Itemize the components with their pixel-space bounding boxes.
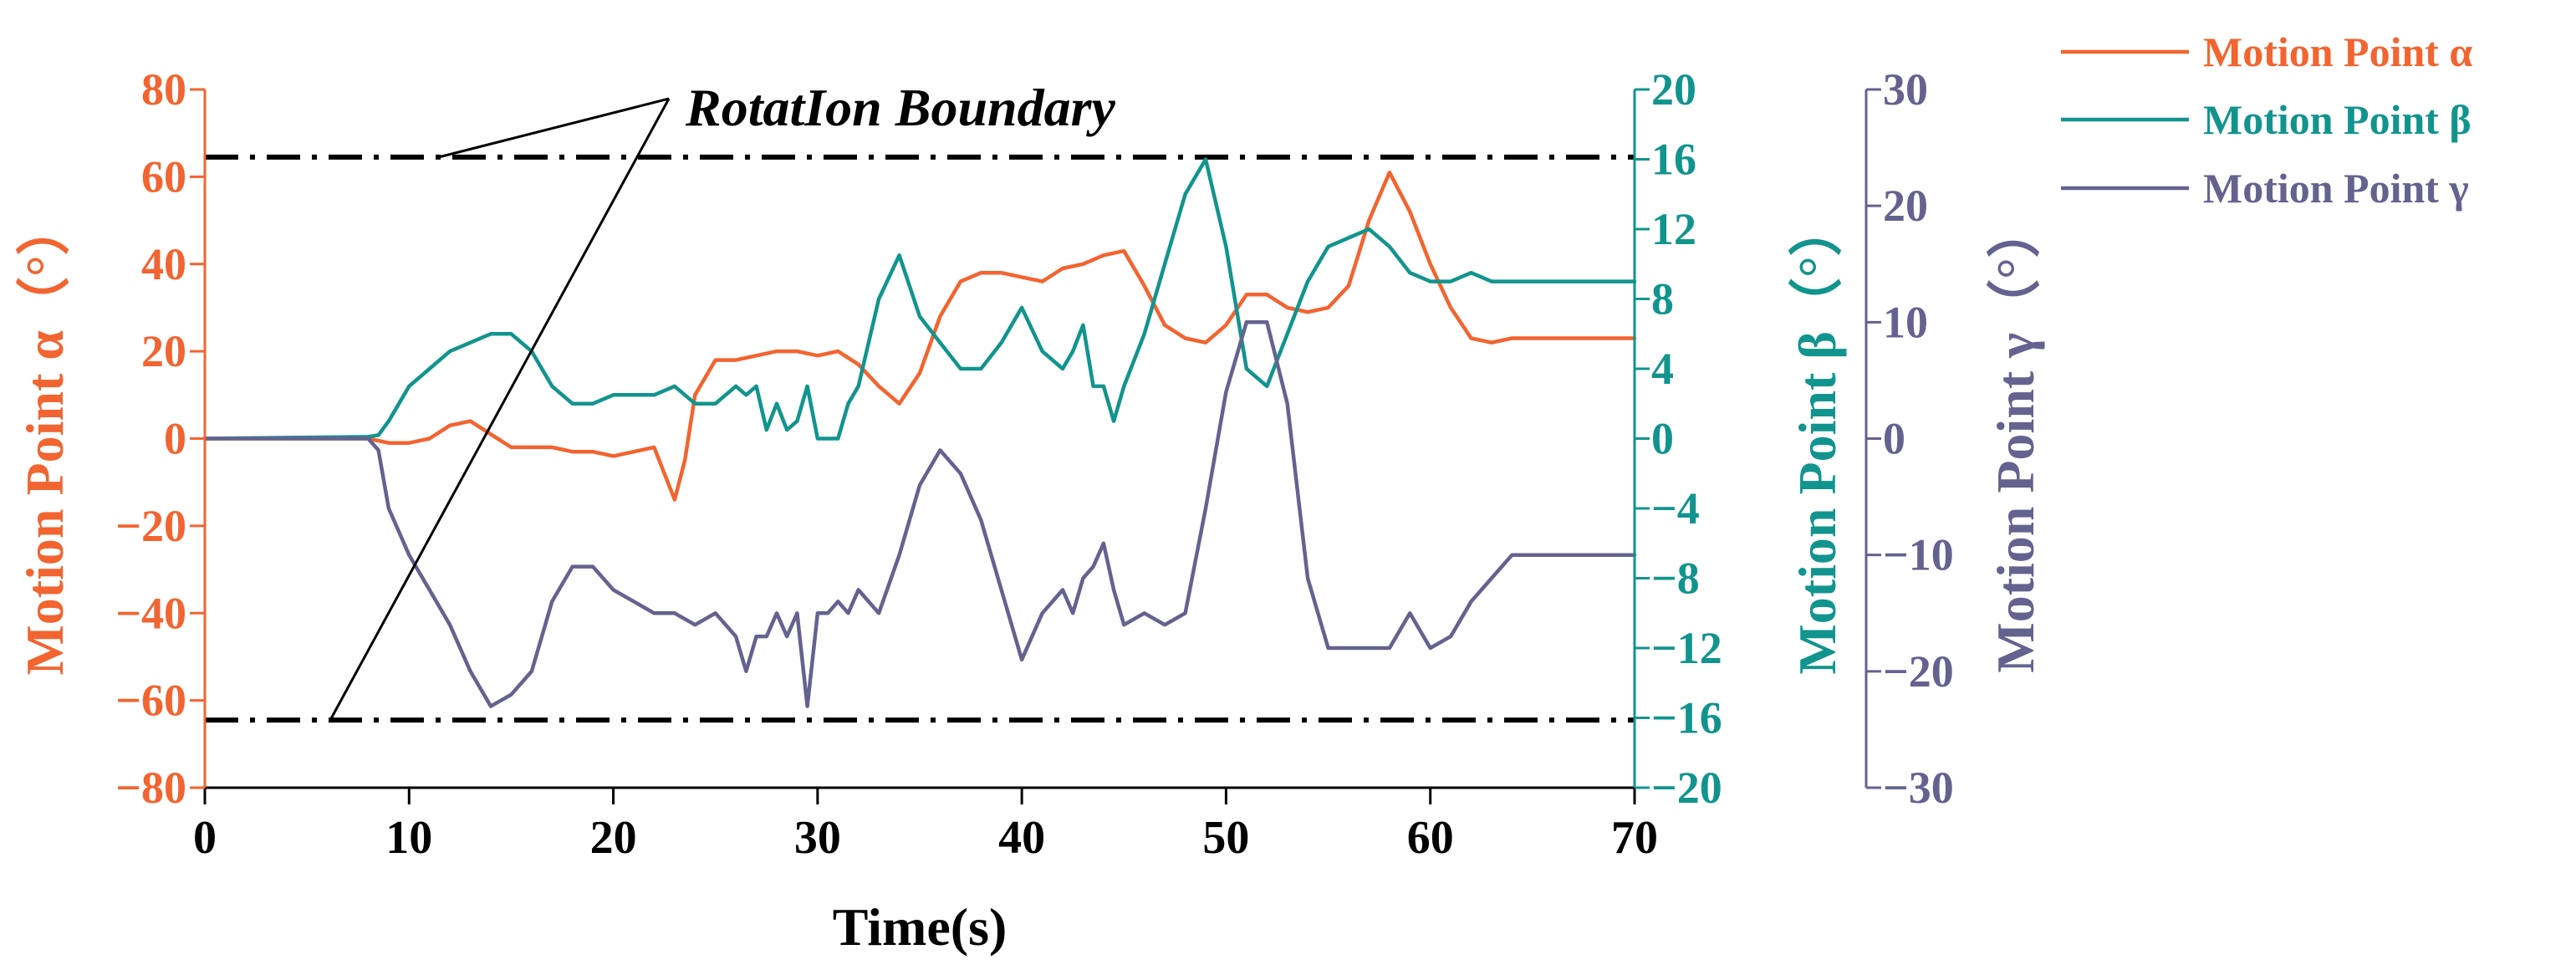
- data-series: [202, 157, 1637, 708]
- annotation-leader-lower: [329, 98, 671, 721]
- y-tick-label-beta: 4: [1651, 344, 1674, 394]
- y-tick-label-alpha: −40: [115, 588, 186, 638]
- y-tick-label-alpha: −80: [115, 763, 186, 813]
- x-tick-label: 10: [385, 812, 432, 864]
- y-tick-label-gamma: −20: [1883, 646, 1954, 697]
- y-tick-label-beta: −16: [1651, 693, 1722, 743]
- y-tick-label-gamma: 10: [1883, 297, 1928, 347]
- y-tick-label-gamma: −30: [1883, 763, 1954, 813]
- x-tick-label: 50: [1202, 812, 1249, 864]
- y-tick-label-beta: 8: [1651, 274, 1674, 324]
- x-tick-label: 20: [590, 812, 637, 864]
- y-axis-title-alpha: Motion Point α（°）: [15, 202, 74, 675]
- y-tick-label-beta: 12: [1651, 204, 1696, 254]
- y-tick-label-beta: −8: [1651, 554, 1700, 604]
- series-line-gamma: [202, 320, 1637, 708]
- x-tick-label: 70: [1611, 812, 1658, 864]
- y-tick-label-gamma: −10: [1883, 530, 1954, 580]
- y-tick-label-beta: 0: [1651, 414, 1674, 464]
- y-tick-label-beta: −20: [1651, 763, 1722, 813]
- y-axis-title-beta: Motion Point β（°）: [1788, 202, 1847, 674]
- x-axis-title: Time(s): [833, 897, 1007, 957]
- legend-label-beta: Motion Point β: [2203, 96, 2471, 143]
- series-line-alpha: [202, 170, 1637, 502]
- y-tick-label-alpha: −60: [115, 676, 186, 726]
- x-tick-label: 30: [794, 812, 841, 864]
- y-axis-title-gamma: Motion Point γ（°）: [1986, 204, 2045, 672]
- rotation-boundary-lines: [205, 154, 1635, 723]
- annotation: RotatIon Boundary: [329, 78, 1116, 721]
- y-tick-label-beta: 16: [1651, 135, 1696, 185]
- y-tick-label-alpha: 80: [141, 64, 186, 115]
- y-tick-label-beta: 20: [1651, 64, 1696, 115]
- y-tick-label-beta: −12: [1651, 623, 1722, 673]
- annotation-leader-upper: [438, 97, 670, 159]
- x-tick-label: 40: [998, 812, 1045, 864]
- x-tick-label: 0: [193, 812, 217, 864]
- series-line-beta: [202, 157, 1637, 441]
- legend: Motion Point α Motion Point β Motion Point…: [2061, 28, 2472, 212]
- y-tick-label-alpha: −20: [115, 501, 186, 551]
- legend-label-alpha: Motion Point α: [2203, 28, 2472, 75]
- y-tick-label-gamma: 0: [1883, 414, 1905, 464]
- x-tick-label: 60: [1407, 812, 1454, 864]
- legend-label-gamma: Motion Point γ: [2203, 165, 2469, 212]
- axes: 0 10 20 30 40 50 60 70Time(s)−80−60−40−20020406…: [15, 64, 2045, 957]
- y-tick-label-beta: −4: [1651, 483, 1700, 533]
- y-tick-label-gamma: 30: [1883, 64, 1928, 115]
- y-tick-label-alpha: 0: [164, 414, 186, 464]
- y-tick-label-alpha: 60: [141, 151, 186, 202]
- annotation-label: RotatIon Boundary: [685, 78, 1116, 137]
- y-tick-label-gamma: 20: [1883, 181, 1928, 231]
- y-tick-label-alpha: 40: [141, 239, 186, 289]
- y-tick-label-alpha: 20: [141, 326, 186, 376]
